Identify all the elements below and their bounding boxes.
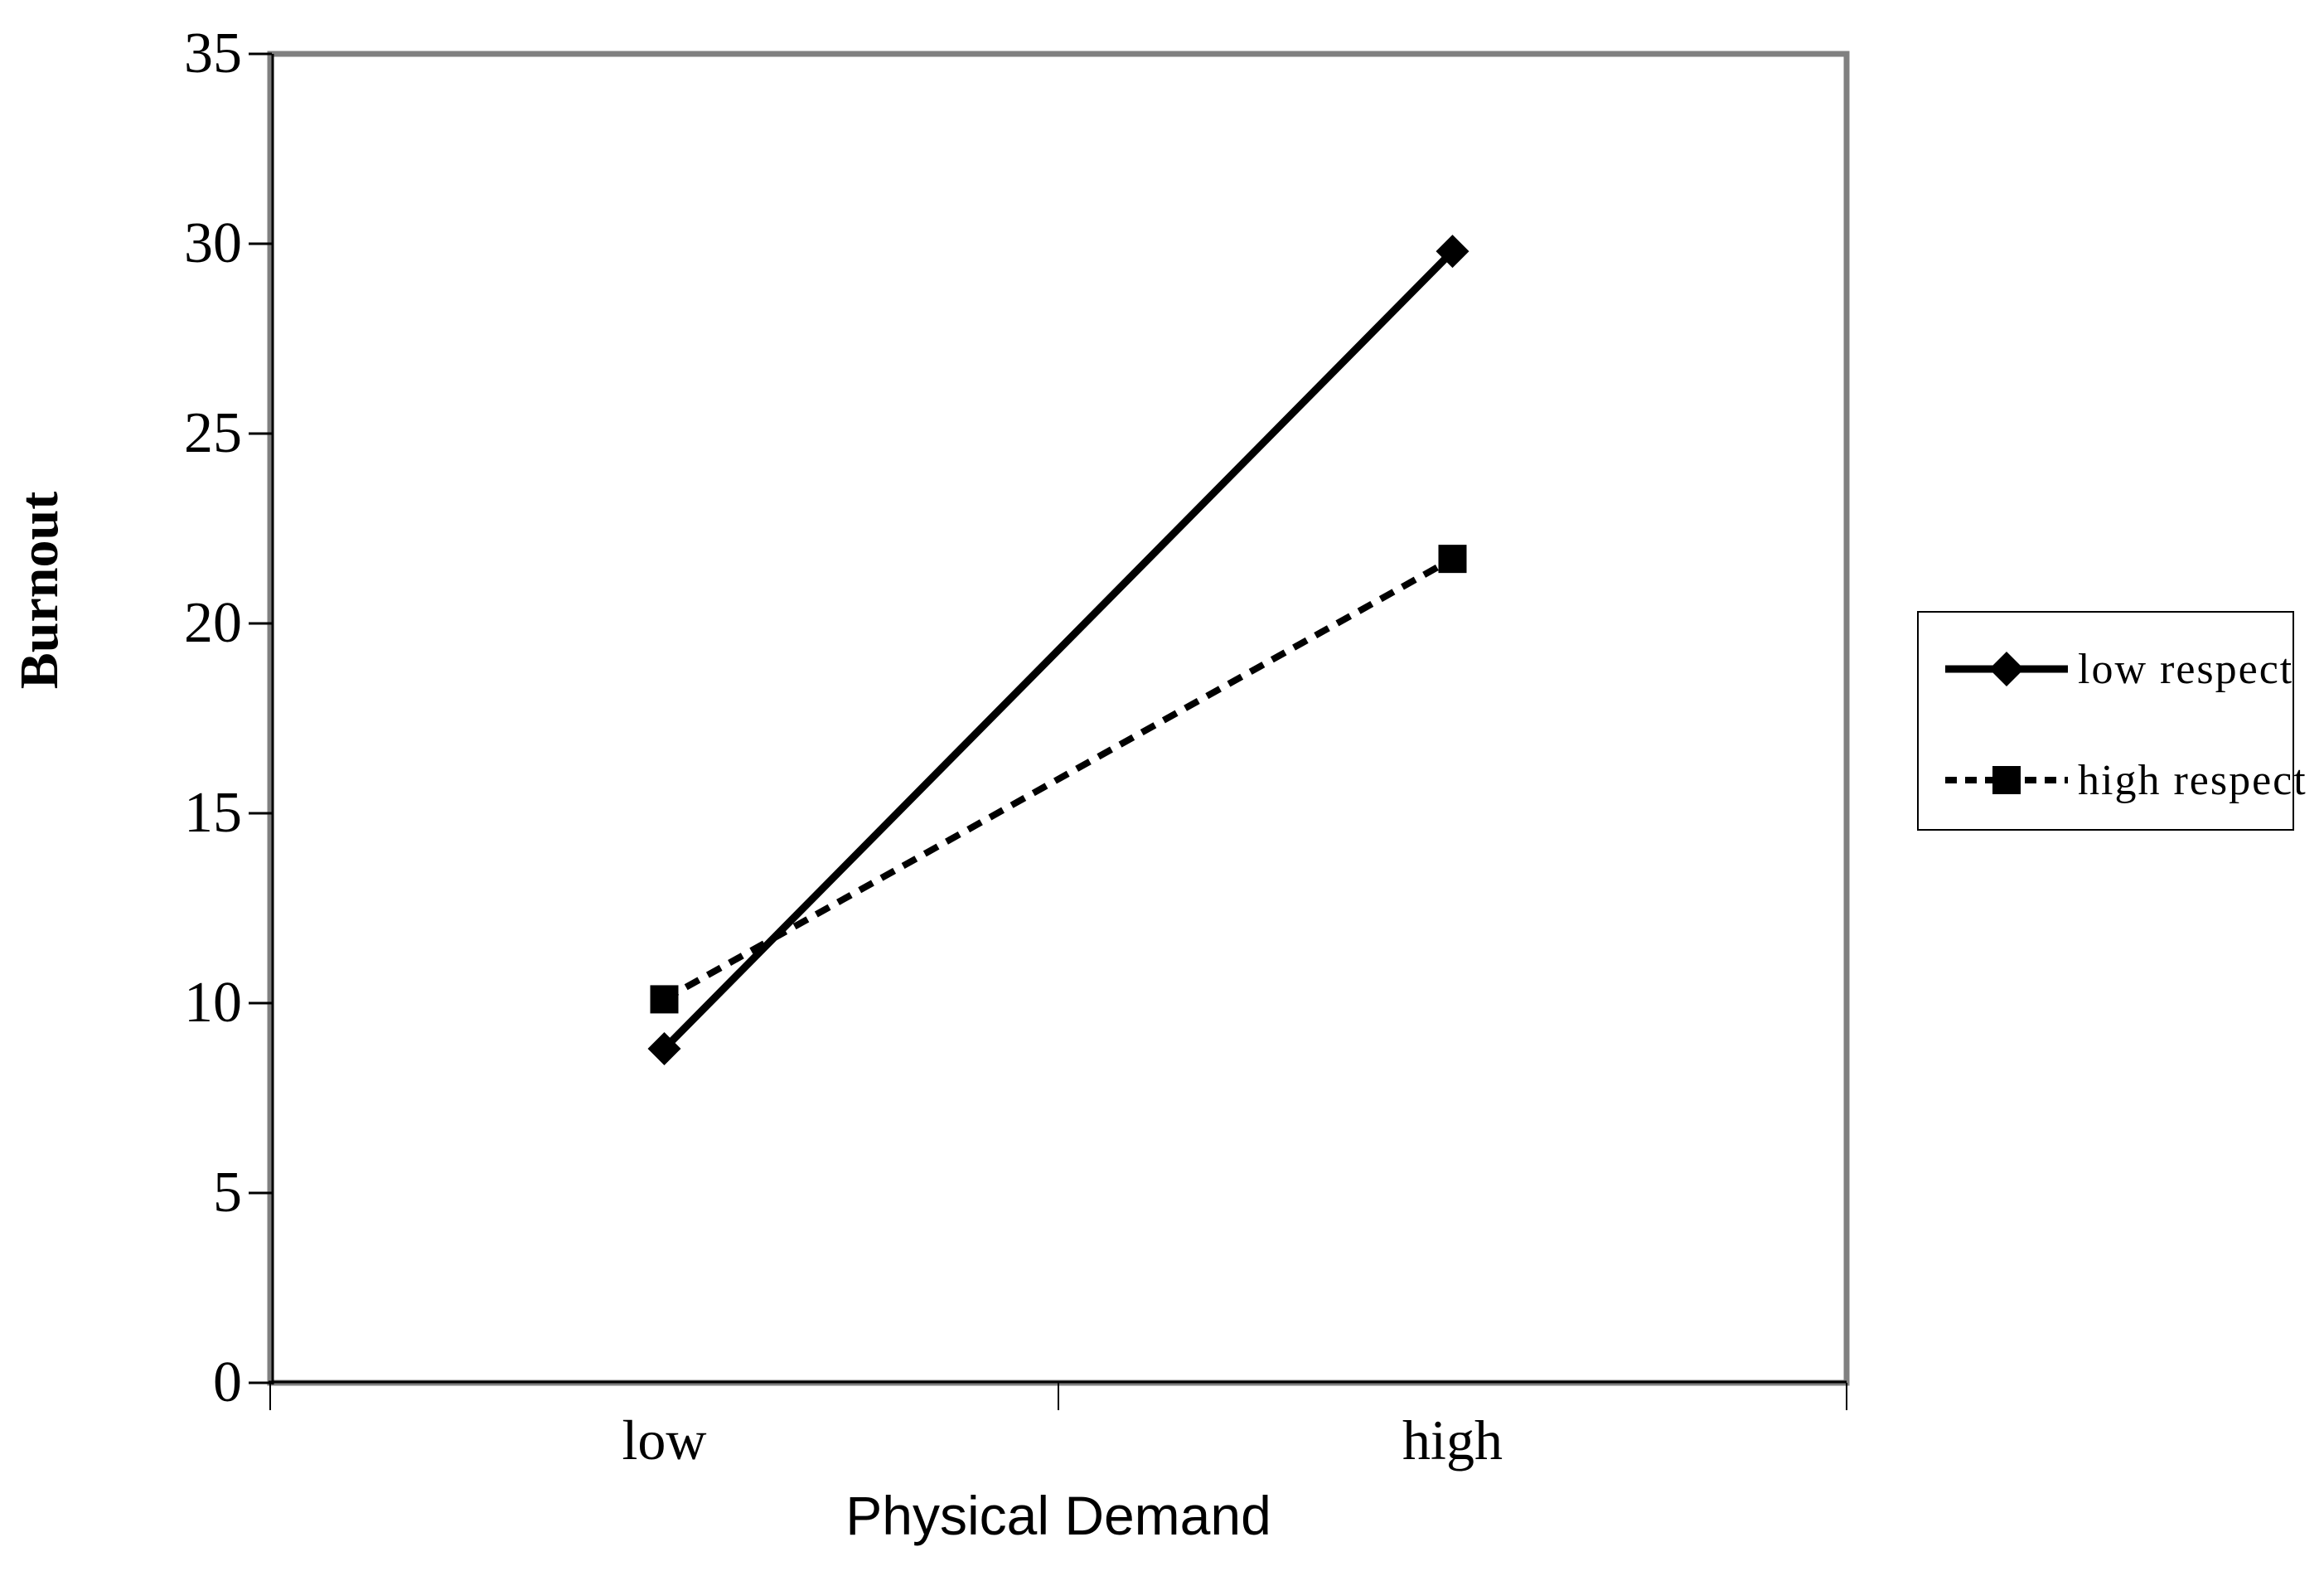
diamond-marker <box>647 1031 681 1065</box>
y-axis-tick-label: 0 <box>213 1350 242 1414</box>
x-axis-category-label: high <box>1402 1409 1503 1472</box>
y-axis-title: Burnout <box>9 491 70 690</box>
y-axis-tick-label: 35 <box>184 22 242 85</box>
legend-entry-low-respect: low respect <box>1945 642 2293 696</box>
square-marker <box>1992 766 2021 794</box>
legend: low respect high respect <box>1917 611 2306 831</box>
y-axis-tick-label: 5 <box>213 1161 242 1224</box>
square-marker <box>1438 545 1467 574</box>
x-axis-title: Physical Demand <box>845 1485 1271 1546</box>
y-axis-tick-label: 20 <box>184 591 242 655</box>
dashed-line-square-marker-icon <box>1945 766 2068 794</box>
diamond-marker <box>1989 652 2024 686</box>
square-marker <box>650 985 679 1014</box>
series-line-low-respect <box>661 248 1455 1052</box>
y-axis-tick-label: 15 <box>184 781 242 845</box>
legend-label-low-respect: low respect <box>2078 645 2294 693</box>
series-line-high-respect <box>662 555 1455 1002</box>
y-axis-tick-label: 30 <box>184 211 242 275</box>
y-axis-tick-label: 10 <box>184 971 242 1035</box>
plot-frame <box>267 51 1850 1386</box>
legend-entry-high-respect: high respect <box>1945 753 2307 807</box>
diamond-marker <box>1436 235 1469 269</box>
x-axis-category-label: low <box>622 1409 707 1472</box>
legend-label-high-respect: high respect <box>2078 756 2307 804</box>
y-axis-tick-label: 25 <box>184 401 242 465</box>
solid-line-diamond-marker-icon <box>1945 652 2068 686</box>
